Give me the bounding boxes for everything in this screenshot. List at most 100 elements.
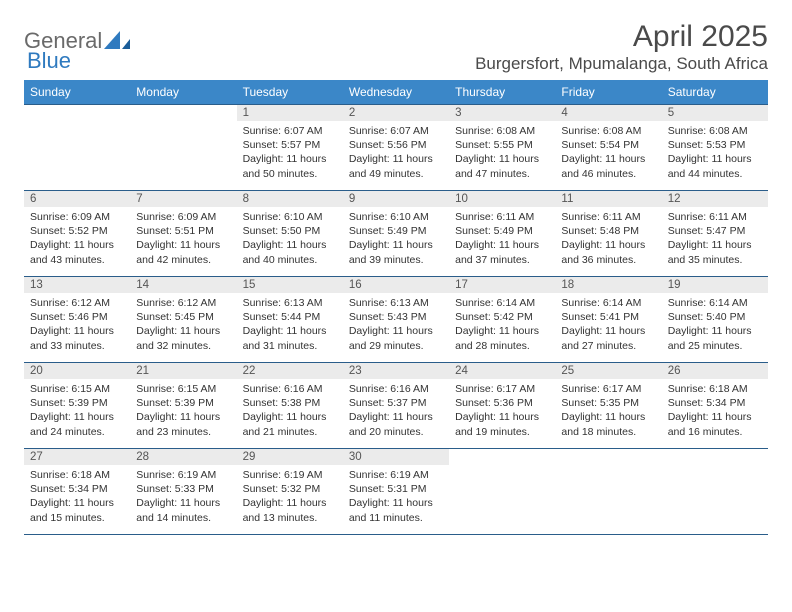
- weekday-header: Monday: [130, 80, 236, 105]
- daylight-text-2: and 39 minutes.: [349, 253, 443, 267]
- calendar-day-cell: 7Sunrise: 6:09 AMSunset: 5:51 PMDaylight…: [130, 191, 236, 277]
- day-details: Sunrise: 6:08 AMSunset: 5:54 PMDaylight:…: [555, 121, 661, 185]
- day-number: 10: [449, 191, 555, 207]
- day-details: Sunrise: 6:19 AMSunset: 5:33 PMDaylight:…: [130, 465, 236, 529]
- sunrise-text: Sunrise: 6:09 AM: [30, 210, 124, 224]
- calendar-day-cell: 5Sunrise: 6:08 AMSunset: 5:53 PMDaylight…: [662, 105, 768, 191]
- sunrise-text: Sunrise: 6:07 AM: [349, 124, 443, 138]
- sunrise-text: Sunrise: 6:08 AM: [668, 124, 762, 138]
- day-details: Sunrise: 6:08 AMSunset: 5:53 PMDaylight:…: [662, 121, 768, 185]
- daylight-text: Daylight: 11 hours: [349, 496, 443, 510]
- daylight-text: Daylight: 11 hours: [349, 324, 443, 338]
- sunset-text: Sunset: 5:34 PM: [668, 396, 762, 410]
- sunrise-text: Sunrise: 6:17 AM: [455, 382, 549, 396]
- sunset-text: Sunset: 5:53 PM: [668, 138, 762, 152]
- calendar-day-cell: 26Sunrise: 6:18 AMSunset: 5:34 PMDayligh…: [662, 363, 768, 449]
- daylight-text-2: and 50 minutes.: [243, 167, 337, 181]
- sunset-text: Sunset: 5:47 PM: [668, 224, 762, 238]
- daylight-text: Daylight: 11 hours: [30, 410, 124, 424]
- daylight-text-2: and 46 minutes.: [561, 167, 655, 181]
- day-details: Sunrise: 6:15 AMSunset: 5:39 PMDaylight:…: [130, 379, 236, 443]
- sunset-text: Sunset: 5:35 PM: [561, 396, 655, 410]
- day-details: Sunrise: 6:10 AMSunset: 5:49 PMDaylight:…: [343, 207, 449, 271]
- day-number: 22: [237, 363, 343, 379]
- day-number: 23: [343, 363, 449, 379]
- sunrise-text: Sunrise: 6:12 AM: [30, 296, 124, 310]
- title-block: April 2025 Burgersfort, Mpumalanga, Sout…: [475, 20, 768, 74]
- day-details: Sunrise: 6:19 AMSunset: 5:32 PMDaylight:…: [237, 465, 343, 529]
- calendar-day-cell: 9Sunrise: 6:10 AMSunset: 5:49 PMDaylight…: [343, 191, 449, 277]
- daylight-text: Daylight: 11 hours: [668, 410, 762, 424]
- sunrise-text: Sunrise: 6:11 AM: [561, 210, 655, 224]
- sunset-text: Sunset: 5:34 PM: [30, 482, 124, 496]
- daylight-text: Daylight: 11 hours: [561, 410, 655, 424]
- day-details: Sunrise: 6:11 AMSunset: 5:48 PMDaylight:…: [555, 207, 661, 271]
- day-details: Sunrise: 6:08 AMSunset: 5:55 PMDaylight:…: [449, 121, 555, 185]
- sunrise-text: Sunrise: 6:12 AM: [136, 296, 230, 310]
- daylight-text: Daylight: 11 hours: [349, 410, 443, 424]
- day-number: 30: [343, 449, 449, 465]
- day-details: Sunrise: 6:09 AMSunset: 5:51 PMDaylight:…: [130, 207, 236, 271]
- sunset-text: Sunset: 5:33 PM: [136, 482, 230, 496]
- header: General April 2025 Burgersfort, Mpumalan…: [24, 20, 768, 74]
- calendar-day-cell: 2Sunrise: 6:07 AMSunset: 5:56 PMDaylight…: [343, 105, 449, 191]
- day-number: 14: [130, 277, 236, 293]
- daylight-text: Daylight: 11 hours: [668, 238, 762, 252]
- sunset-text: Sunset: 5:52 PM: [30, 224, 124, 238]
- day-number: 1: [237, 105, 343, 121]
- daylight-text: Daylight: 11 hours: [561, 152, 655, 166]
- daylight-text: Daylight: 11 hours: [136, 496, 230, 510]
- calendar-day-cell: 27Sunrise: 6:18 AMSunset: 5:34 PMDayligh…: [24, 449, 130, 535]
- daylight-text: Daylight: 11 hours: [668, 324, 762, 338]
- sunrise-text: Sunrise: 6:10 AM: [349, 210, 443, 224]
- daylight-text-2: and 44 minutes.: [668, 167, 762, 181]
- calendar-day-cell: 25Sunrise: 6:17 AMSunset: 5:35 PMDayligh…: [555, 363, 661, 449]
- calendar-day-cell: 1Sunrise: 6:07 AMSunset: 5:57 PMDaylight…: [237, 105, 343, 191]
- sunrise-text: Sunrise: 6:18 AM: [30, 468, 124, 482]
- sunrise-text: Sunrise: 6:15 AM: [30, 382, 124, 396]
- sunset-text: Sunset: 5:51 PM: [136, 224, 230, 238]
- calendar-day-cell: 8Sunrise: 6:10 AMSunset: 5:50 PMDaylight…: [237, 191, 343, 277]
- daylight-text: Daylight: 11 hours: [30, 238, 124, 252]
- calendar-day-cell: 17Sunrise: 6:14 AMSunset: 5:42 PMDayligh…: [449, 277, 555, 363]
- calendar-day-cell: 20Sunrise: 6:15 AMSunset: 5:39 PMDayligh…: [24, 363, 130, 449]
- sunrise-text: Sunrise: 6:13 AM: [349, 296, 443, 310]
- daylight-text-2: and 43 minutes.: [30, 253, 124, 267]
- sunset-text: Sunset: 5:49 PM: [455, 224, 549, 238]
- calendar-day-cell: ..: [662, 449, 768, 535]
- calendar-day-cell: 19Sunrise: 6:14 AMSunset: 5:40 PMDayligh…: [662, 277, 768, 363]
- sunrise-text: Sunrise: 6:10 AM: [243, 210, 337, 224]
- weekday-header: Friday: [555, 80, 661, 105]
- sunset-text: Sunset: 5:36 PM: [455, 396, 549, 410]
- day-details: Sunrise: 6:15 AMSunset: 5:39 PMDaylight:…: [24, 379, 130, 443]
- sunset-text: Sunset: 5:57 PM: [243, 138, 337, 152]
- day-number: 13: [24, 277, 130, 293]
- calendar-day-cell: 14Sunrise: 6:12 AMSunset: 5:45 PMDayligh…: [130, 277, 236, 363]
- daylight-text-2: and 42 minutes.: [136, 253, 230, 267]
- sunrise-text: Sunrise: 6:08 AM: [561, 124, 655, 138]
- daylight-text-2: and 14 minutes.: [136, 511, 230, 525]
- daylight-text: Daylight: 11 hours: [136, 238, 230, 252]
- day-number: 24: [449, 363, 555, 379]
- daylight-text-2: and 47 minutes.: [455, 167, 549, 181]
- sunset-text: Sunset: 5:55 PM: [455, 138, 549, 152]
- sunrise-text: Sunrise: 6:14 AM: [561, 296, 655, 310]
- calendar-day-cell: 13Sunrise: 6:12 AMSunset: 5:46 PMDayligh…: [24, 277, 130, 363]
- weekday-header: Saturday: [662, 80, 768, 105]
- day-number: 7: [130, 191, 236, 207]
- day-details: Sunrise: 6:18 AMSunset: 5:34 PMDaylight:…: [662, 379, 768, 443]
- calendar-week-row: 20Sunrise: 6:15 AMSunset: 5:39 PMDayligh…: [24, 363, 768, 449]
- calendar-day-cell: 11Sunrise: 6:11 AMSunset: 5:48 PMDayligh…: [555, 191, 661, 277]
- day-details: Sunrise: 6:11 AMSunset: 5:49 PMDaylight:…: [449, 207, 555, 271]
- day-number: 28: [130, 449, 236, 465]
- day-details: Sunrise: 6:07 AMSunset: 5:56 PMDaylight:…: [343, 121, 449, 185]
- daylight-text: Daylight: 11 hours: [349, 152, 443, 166]
- day-number: 26: [662, 363, 768, 379]
- daylight-text-2: and 49 minutes.: [349, 167, 443, 181]
- daylight-text: Daylight: 11 hours: [243, 238, 337, 252]
- brand-part2: Blue: [27, 48, 71, 74]
- calendar-day-cell: 18Sunrise: 6:14 AMSunset: 5:41 PMDayligh…: [555, 277, 661, 363]
- sunrise-text: Sunrise: 6:14 AM: [455, 296, 549, 310]
- sunset-text: Sunset: 5:49 PM: [349, 224, 443, 238]
- daylight-text: Daylight: 11 hours: [561, 238, 655, 252]
